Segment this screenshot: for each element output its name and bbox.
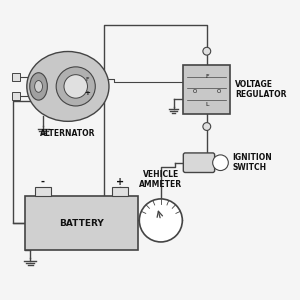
FancyBboxPatch shape bbox=[183, 65, 230, 114]
Circle shape bbox=[203, 47, 211, 55]
Text: O: O bbox=[193, 89, 197, 94]
FancyBboxPatch shape bbox=[12, 92, 20, 100]
FancyBboxPatch shape bbox=[26, 196, 138, 250]
Text: F: F bbox=[205, 74, 208, 79]
Text: F: F bbox=[86, 77, 89, 82]
Text: -: - bbox=[41, 177, 45, 187]
FancyBboxPatch shape bbox=[112, 187, 128, 196]
Text: VOLTAGE
REGULATOR: VOLTAGE REGULATOR bbox=[235, 80, 287, 99]
FancyBboxPatch shape bbox=[35, 187, 51, 196]
Text: L: L bbox=[205, 101, 208, 106]
Text: VEHICLE
AMMETER: VEHICLE AMMETER bbox=[139, 169, 182, 189]
FancyBboxPatch shape bbox=[183, 153, 214, 172]
Ellipse shape bbox=[30, 73, 47, 100]
Text: +: + bbox=[85, 90, 90, 96]
Ellipse shape bbox=[34, 81, 43, 92]
Text: ALTERNATOR: ALTERNATOR bbox=[40, 129, 96, 138]
Circle shape bbox=[203, 123, 211, 130]
Circle shape bbox=[56, 67, 95, 106]
Text: IGNITION
SWITCH: IGNITION SWITCH bbox=[232, 153, 272, 172]
Text: BATTERY: BATTERY bbox=[59, 219, 104, 228]
Ellipse shape bbox=[27, 52, 109, 121]
Circle shape bbox=[64, 75, 88, 98]
Circle shape bbox=[213, 155, 228, 170]
Circle shape bbox=[139, 199, 182, 242]
FancyBboxPatch shape bbox=[12, 73, 20, 81]
Text: +: + bbox=[116, 177, 124, 187]
Text: O: O bbox=[216, 89, 221, 94]
